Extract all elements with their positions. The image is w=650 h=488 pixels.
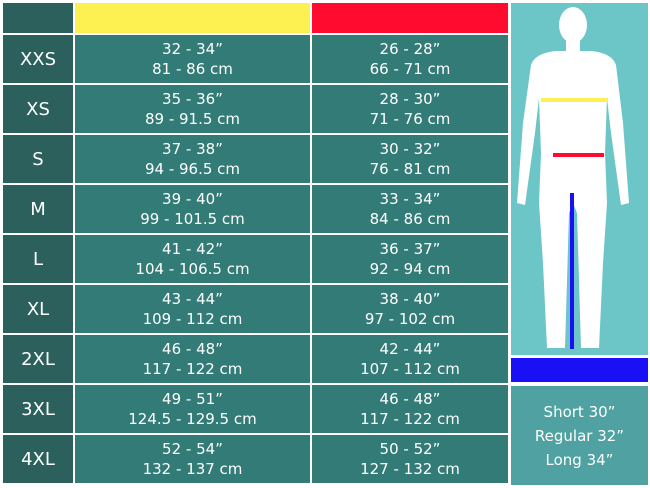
chest-line: [541, 98, 608, 102]
body-silhouette-icon: [517, 7, 629, 349]
size-text: L: [32, 248, 44, 270]
size-text: XS: [26, 98, 50, 120]
chest-cm: 109 - 112 cm: [142, 310, 243, 328]
size-text: 3XL: [21, 398, 55, 420]
waist-cm: 76 - 81 cm: [369, 160, 451, 178]
waist-cm: 97 - 102 cm: [364, 310, 456, 328]
inseam-regular: Regular 32”: [534, 426, 625, 445]
size-text: 2XL: [21, 348, 55, 370]
chest-cell: 39 - 40” 99 - 101.5 cm: [75, 185, 310, 233]
waist-inches: 33 - 34”: [379, 190, 441, 208]
chest-cell: 43 - 44” 109 - 112 cm: [75, 285, 310, 333]
size-text: S: [32, 148, 44, 170]
size-label: S: [3, 135, 73, 183]
waist-inches: 28 - 30”: [379, 90, 441, 108]
waist-cell: 36 - 37” 92 - 94 cm: [312, 235, 508, 283]
chest-cell: 32 - 34” 81 - 86 cm: [75, 35, 310, 83]
size-label: 4XL: [3, 435, 73, 483]
chest-cm: 81 - 86 cm: [152, 60, 233, 78]
inseam-short: Short 30”: [543, 402, 616, 421]
chest-cm: 99 - 101.5 cm: [140, 210, 245, 228]
inseam-line: [570, 193, 574, 349]
chest-inches: 41 - 42”: [162, 240, 223, 258]
chest-cm: 132 - 137 cm: [142, 460, 243, 478]
chest-inches: 43 - 44”: [162, 290, 223, 308]
waist-cell: 38 - 40” 97 - 102 cm: [312, 285, 508, 333]
size-label: XXS: [3, 35, 73, 83]
waist-cm: 71 - 76 cm: [369, 110, 451, 128]
size-label: XL: [3, 285, 73, 333]
waist-inches: 42 - 44”: [379, 340, 441, 358]
size-label: XS: [3, 85, 73, 133]
waist-cm: 127 - 132 cm: [360, 460, 460, 478]
waist-inches: 26 - 28”: [379, 40, 441, 58]
waist-cell: 46 - 48” 117 - 122 cm: [312, 385, 508, 433]
waist-inches: 36 - 37”: [379, 240, 441, 258]
waist-inches: 30 - 32”: [379, 140, 441, 158]
chest-cm: 104 - 106.5 cm: [135, 260, 250, 278]
waist-color-header: [312, 3, 508, 33]
waist-inches: 38 - 40”: [379, 290, 441, 308]
chest-cell: 37 - 38” 94 - 96.5 cm: [75, 135, 310, 183]
chest-cm: 89 - 91.5 cm: [144, 110, 241, 128]
waist-inches: 50 - 52”: [379, 440, 441, 458]
size-label: M: [3, 185, 73, 233]
inseam-color-bar: [511, 358, 648, 382]
waist-cm: 66 - 71 cm: [369, 60, 451, 78]
chest-inches: 49 - 51”: [162, 390, 223, 408]
inseam-lengths: Short 30” Regular 32” Long 34”: [511, 386, 648, 485]
chest-color-header: [75, 3, 310, 33]
size-label: 2XL: [3, 335, 73, 383]
chest-cell: 35 - 36” 89 - 91.5 cm: [75, 85, 310, 133]
body-figure-panel: [511, 3, 648, 355]
chest-inches: 52 - 54”: [162, 440, 223, 458]
chest-cm: 117 - 122 cm: [142, 360, 243, 378]
waist-cm: 92 - 94 cm: [369, 260, 451, 278]
waist-cm: 117 - 122 cm: [360, 410, 460, 428]
size-text: 4XL: [21, 448, 55, 470]
size-label: 3XL: [3, 385, 73, 433]
inseam-long: Long 34”: [545, 450, 614, 469]
waist-cell: 33 - 34” 84 - 86 cm: [312, 185, 508, 233]
waist-cell: 42 - 44” 107 - 112 cm: [312, 335, 508, 383]
size-text: M: [30, 198, 46, 220]
waist-cm: 107 - 112 cm: [360, 360, 460, 378]
chest-inches: 37 - 38”: [162, 140, 223, 158]
header-corner: [3, 3, 73, 33]
size-text: XXS: [19, 48, 57, 70]
chest-cm: 94 - 96.5 cm: [144, 160, 241, 178]
chest-inches: 35 - 36”: [162, 90, 223, 108]
size-text: XL: [26, 298, 50, 320]
waist-cm: 84 - 86 cm: [369, 210, 451, 228]
chest-cm: 124.5 - 129.5 cm: [128, 410, 257, 428]
waist-cell: 30 - 32” 76 - 81 cm: [312, 135, 508, 183]
chest-cell: 49 - 51” 124.5 - 129.5 cm: [75, 385, 310, 433]
chest-cell: 52 - 54” 132 - 137 cm: [75, 435, 310, 483]
chest-inches: 32 - 34”: [162, 40, 223, 58]
size-label: L: [3, 235, 73, 283]
waist-cell: 28 - 30” 71 - 76 cm: [312, 85, 508, 133]
chest-cell: 41 - 42” 104 - 106.5 cm: [75, 235, 310, 283]
waist-cell: 26 - 28” 66 - 71 cm: [312, 35, 508, 83]
chest-inches: 39 - 40”: [162, 190, 223, 208]
waist-cell: 50 - 52” 127 - 132 cm: [312, 435, 508, 483]
chest-cell: 46 - 48” 117 - 122 cm: [75, 335, 310, 383]
waist-line: [553, 153, 604, 157]
waist-inches: 46 - 48”: [379, 390, 441, 408]
chest-inches: 46 - 48”: [162, 340, 223, 358]
